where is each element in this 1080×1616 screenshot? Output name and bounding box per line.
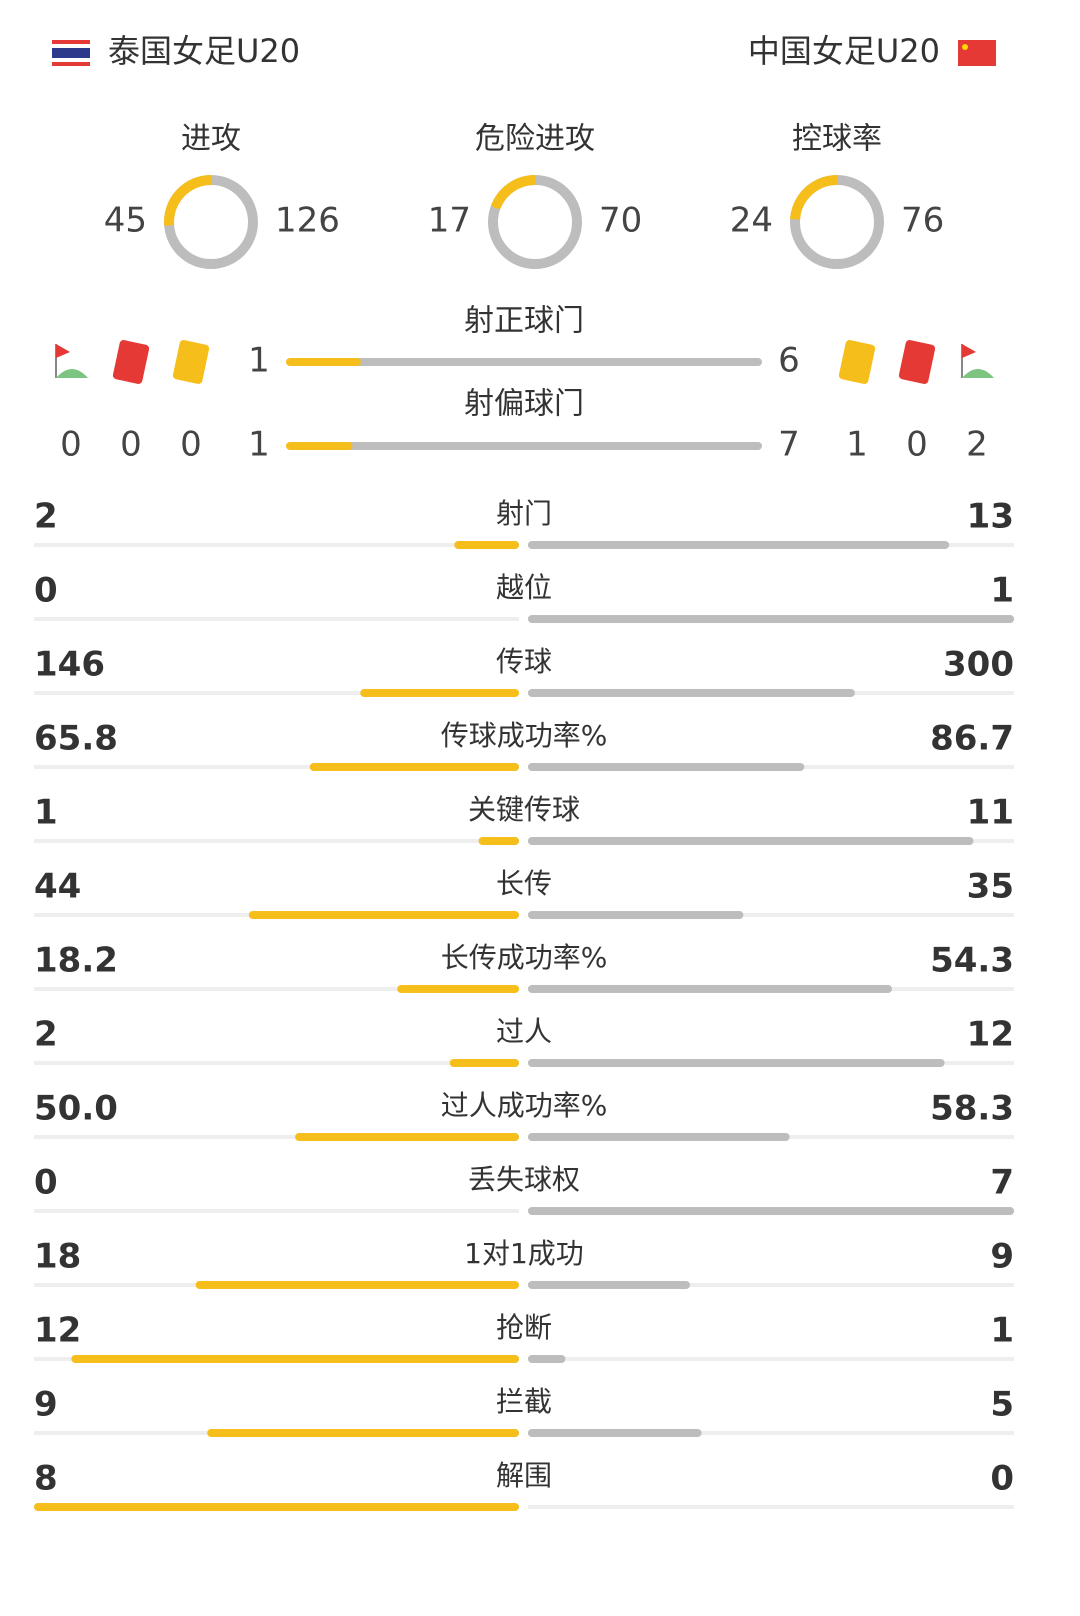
home-bar xyxy=(34,1503,519,1511)
shot-away: 6 xyxy=(778,341,800,381)
away-bar xyxy=(528,1355,566,1363)
stat-home: 146 xyxy=(34,645,105,685)
shot-label: 射正球门 xyxy=(464,304,584,339)
stat-away: 7 xyxy=(990,1163,1014,1203)
stat-label: 射门 xyxy=(496,497,552,530)
stat-label: 长传 xyxy=(496,867,552,900)
stat-home: 8 xyxy=(34,1459,58,1499)
stat-home: 65.8 xyxy=(34,719,118,759)
stat-home: 0 xyxy=(34,1163,58,1203)
stat-home: 0 xyxy=(34,571,58,611)
home-team: 泰国女足U20 xyxy=(108,32,300,70)
stat-label: 过人 xyxy=(496,1015,552,1048)
home-bar xyxy=(478,837,519,845)
stat-label: 越位 xyxy=(496,571,552,604)
stat-label: 传球 xyxy=(496,645,552,678)
shot-home: 1 xyxy=(248,341,270,381)
shot-label: 射偏球门 xyxy=(464,387,584,422)
away-bar xyxy=(528,1133,790,1141)
home-bar xyxy=(360,689,519,697)
away-red: 0 xyxy=(906,425,928,465)
ring-label: 危险进攻 xyxy=(475,122,595,157)
stat-label: 1对1成功 xyxy=(464,1237,584,1270)
ring-label: 进攻 xyxy=(181,122,241,157)
stat-away: 1 xyxy=(990,1311,1014,1351)
home-corners: 0 xyxy=(60,425,82,465)
away-flag xyxy=(958,40,996,66)
home-bar xyxy=(449,1059,519,1067)
stat-label: 丢失球权 xyxy=(468,1163,580,1196)
away-bar xyxy=(528,1281,690,1289)
stat-home: 1 xyxy=(34,793,58,833)
stat-label: 拦截 xyxy=(496,1385,552,1418)
away-bar xyxy=(528,837,974,845)
shot-home: 1 xyxy=(248,425,270,465)
stat-label: 传球成功率% xyxy=(441,719,608,752)
ring-home-value: 17 xyxy=(428,201,471,241)
home-bar xyxy=(248,911,519,919)
away-bar xyxy=(528,911,744,919)
ring-away-value: 70 xyxy=(599,201,642,241)
stat-home: 18 xyxy=(34,1237,81,1277)
stat-away: 9 xyxy=(990,1237,1014,1277)
home-red: 0 xyxy=(120,425,142,465)
away-bar xyxy=(528,1429,702,1437)
stat-away: 12 xyxy=(967,1015,1014,1055)
stat-away: 5 xyxy=(990,1385,1014,1425)
ring-away-value: 126 xyxy=(275,201,340,241)
home-bar xyxy=(454,541,519,549)
home-flag xyxy=(52,40,90,66)
stat-away: 86.7 xyxy=(930,719,1014,759)
stat-away: 300 xyxy=(943,645,1014,685)
stat-home: 50.0 xyxy=(34,1089,118,1129)
away-icons xyxy=(838,340,994,384)
stat-home: 9 xyxy=(34,1385,58,1425)
home-yellow: 0 xyxy=(180,425,202,465)
home-bar xyxy=(71,1355,520,1363)
home-bar xyxy=(195,1281,519,1289)
ring-label: 控球率 xyxy=(792,122,882,157)
stat-label: 长传成功率% xyxy=(441,941,608,974)
stat-home: 44 xyxy=(34,867,81,907)
away-bar xyxy=(528,1207,1014,1215)
stat-label: 抢断 xyxy=(496,1311,552,1344)
away-team: 中国女足U20 xyxy=(748,32,940,70)
stat-away: 11 xyxy=(967,793,1014,833)
ring-home-value: 45 xyxy=(104,201,147,241)
stat-away: 13 xyxy=(967,497,1014,537)
stat-away: 54.3 xyxy=(930,941,1014,981)
stat-away: 0 xyxy=(990,1459,1014,1499)
ring-home-value: 24 xyxy=(730,201,773,241)
stat-home: 12 xyxy=(34,1311,81,1351)
stat-home: 2 xyxy=(34,497,58,537)
away-bar xyxy=(528,985,892,993)
away-bar xyxy=(528,615,1014,623)
away-yellow: 1 xyxy=(846,425,868,465)
ring-home xyxy=(790,175,838,220)
stat-away: 58.3 xyxy=(930,1089,1014,1129)
stat-away: 1 xyxy=(990,571,1014,611)
ring-home xyxy=(164,175,212,226)
away-bar xyxy=(528,541,950,549)
home-icons xyxy=(55,340,210,384)
stat-home: 2 xyxy=(34,1015,58,1055)
away-corners: 2 xyxy=(966,425,988,465)
home-bar xyxy=(207,1429,519,1437)
away-bar xyxy=(528,763,805,771)
shot-away: 7 xyxy=(778,425,800,465)
stat-away: 35 xyxy=(967,867,1014,907)
stat-label: 解围 xyxy=(496,1459,552,1492)
home-bar xyxy=(295,1133,519,1141)
home-bar xyxy=(397,985,519,993)
stat-home: 18.2 xyxy=(34,941,118,981)
ring-away-value: 76 xyxy=(901,201,944,241)
away-bar xyxy=(528,689,855,697)
stat-label: 过人成功率% xyxy=(441,1089,608,1122)
ring-home xyxy=(490,175,536,210)
stat-label: 关键传球 xyxy=(468,793,580,826)
home-bar xyxy=(309,763,519,771)
away-bar xyxy=(528,1059,945,1067)
